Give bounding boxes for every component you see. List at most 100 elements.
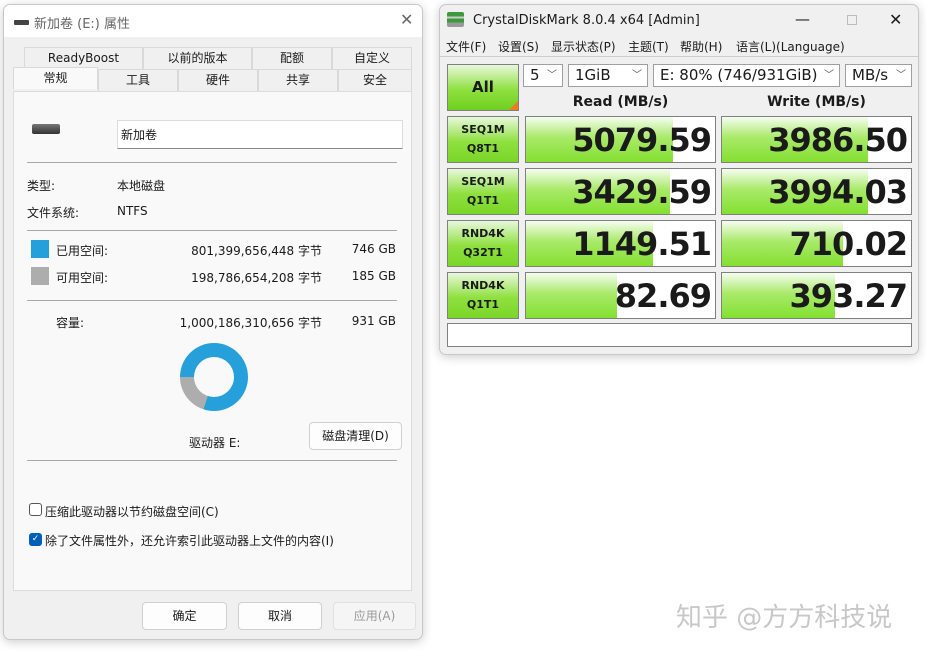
drive-icon — [14, 20, 29, 25]
type-value: 本地磁盘 — [117, 179, 166, 193]
chevron-down-icon: ﹀ — [824, 70, 834, 81]
chevron-down-icon: ﹀ — [547, 70, 557, 81]
capacity-gb: 931 GB — [351, 314, 396, 328]
test-button-0[interactable]: SEQ1M Q8T1 — [447, 116, 519, 163]
write-value: 3986.50 — [768, 121, 908, 159]
menu-item-0[interactable]: 文件(F) — [446, 40, 487, 54]
index-label: 除了文件属性外，还允许索引此驱动器上文件的内容(I) — [45, 534, 334, 548]
read-bar-fill — [526, 117, 674, 162]
apply-button[interactable]: 应用(A) — [333, 602, 416, 630]
tab-2[interactable]: 配额 — [252, 47, 332, 69]
write-result-cell: 3986.50 — [721, 116, 912, 163]
read-header: Read (MB/s) — [572, 94, 669, 110]
read-result-cell: 82.69 — [525, 272, 716, 319]
general-panel: 新加卷 类型: 本地磁盘 文件系统: NTFS 已用空间: 801,399,65… — [13, 91, 412, 591]
write-result-cell: 710.02 — [721, 220, 912, 267]
used-bytes: 801,399,656,448 字节 — [191, 244, 322, 258]
window-title: 新加卷 (E:) 属性 — [34, 17, 131, 32]
fs-value: NTFS — [117, 204, 148, 218]
free-bytes: 198,786,654,208 字节 — [191, 271, 322, 285]
test-button-3[interactable]: RND4K Q1T1 — [447, 272, 519, 319]
all-button[interactable]: All — [447, 64, 519, 111]
drive-icon — [32, 124, 60, 134]
title-bar: 新加卷 (E:) 属性 ✕ — [4, 5, 422, 37]
read-value: 1149.51 — [572, 225, 712, 263]
read-value: 5079.59 — [572, 121, 712, 159]
menu-item-2[interactable]: 显示状态(P) — [551, 40, 616, 54]
menu-item-3[interactable]: 主题(T) — [628, 40, 669, 54]
count-value: 5 — [530, 66, 540, 84]
index-checkbox[interactable]: ✓ — [29, 533, 42, 546]
ok-button[interactable]: 确定 — [142, 602, 227, 630]
app-icon — [447, 12, 464, 27]
test-name: SEQ1M — [461, 175, 505, 188]
write-bar-fill — [722, 117, 868, 162]
count-select[interactable]: 5 ﹀ — [523, 64, 563, 87]
test-button-2[interactable]: RND4K Q32T1 — [447, 220, 519, 267]
write-bar-fill — [722, 273, 836, 318]
usage-donut-chart — [180, 343, 248, 411]
compress-checkbox[interactable] — [29, 503, 42, 516]
chevron-down-icon: ﹀ — [632, 70, 642, 81]
write-result-cell: 393.27 — [721, 272, 912, 319]
read-value: 3429.59 — [572, 173, 712, 211]
size-value: 1GiB — [575, 66, 611, 84]
read-result-cell: 3429.59 — [525, 168, 716, 215]
chevron-down-icon: ﹀ — [896, 70, 906, 81]
write-bar-fill — [722, 221, 843, 266]
divider — [27, 300, 397, 301]
drive-select[interactable]: E: 80% (746/931GiB) ﹀ — [653, 64, 840, 87]
divider — [27, 460, 397, 461]
free-gb: 185 GB — [351, 269, 396, 283]
read-bar-fill — [526, 169, 670, 214]
menu-item-4[interactable]: 帮助(H) — [680, 40, 723, 54]
menu-item-1[interactable]: 设置(S) — [498, 40, 539, 54]
tab-3[interactable]: 自定义 — [332, 47, 412, 69]
write-value: 710.02 — [789, 225, 908, 263]
write-header: Write (MB/s) — [767, 94, 866, 110]
write-value: 393.27 — [789, 277, 908, 315]
size-select[interactable]: 1GiB ﹀ — [568, 64, 648, 87]
test-params: Q1T1 — [466, 194, 500, 207]
tab-2-row2[interactable]: 硬件 — [178, 69, 258, 91]
tab-4-row2[interactable]: 安全 — [338, 69, 412, 91]
minimize-button[interactable]: — — [795, 10, 810, 28]
tab-0[interactable]: ReadyBoost — [24, 47, 143, 69]
properties-window: 新加卷 (E:) 属性 ✕ 新加卷 类型: 本地磁盘 文件系统: NTFS 已用… — [3, 4, 423, 640]
test-params: Q32T1 — [463, 246, 503, 259]
disk-cleanup-button[interactable]: 磁盘清理(D) — [309, 422, 402, 450]
drive-value: E: 80% (746/931GiB) — [660, 66, 818, 84]
read-value: 82.69 — [614, 277, 712, 315]
test-params: Q8T1 — [466, 142, 500, 155]
volume-name-input[interactable]: 新加卷 — [117, 120, 403, 149]
fs-label: 文件系统: — [27, 206, 80, 220]
test-button-1[interactable]: SEQ1M Q1T1 — [447, 168, 519, 215]
test-name: SEQ1M — [461, 123, 505, 136]
type-label: 类型: — [27, 179, 56, 193]
divider — [27, 162, 397, 163]
write-bar-fill — [722, 169, 868, 214]
compress-label: 压缩此驱动器以节约磁盘空间(C) — [45, 505, 219, 519]
write-value: 3994.03 — [768, 173, 908, 211]
read-bar-fill — [526, 273, 617, 318]
divider — [27, 230, 397, 231]
used-color-swatch — [31, 240, 49, 258]
free-label: 可用空间: — [56, 271, 109, 285]
cancel-button[interactable]: 取消 — [238, 602, 322, 630]
menu-item-5[interactable]: 语言(L)(Language) — [736, 40, 845, 54]
volume-name-value: 新加卷 — [121, 128, 158, 142]
unit-select[interactable]: MB/s ﹀ — [845, 64, 912, 87]
read-result-cell: 5079.59 — [525, 116, 716, 163]
close-button[interactable]: ✕ — [889, 10, 903, 29]
watermark: 知乎 @方方科技说 — [676, 603, 893, 633]
maximize-button[interactable] — [847, 15, 857, 25]
test-params: Q1T1 — [466, 298, 500, 311]
close-button[interactable]: ✕ — [400, 10, 414, 29]
free-color-swatch — [31, 267, 49, 285]
tab-1[interactable]: 以前的版本 — [143, 47, 252, 69]
test-name: RND4K — [461, 279, 505, 292]
tab-3-row2[interactable]: 共享 — [258, 69, 338, 91]
tab-1-row2[interactable]: 工具 — [98, 69, 178, 91]
tab-0-row2[interactable]: 常规 — [13, 67, 98, 89]
comment-input[interactable] — [447, 323, 912, 347]
